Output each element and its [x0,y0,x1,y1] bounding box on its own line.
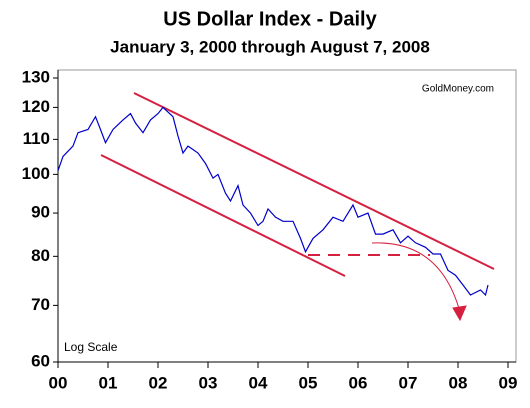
y-tick-label: 120 [22,97,50,116]
y-tick-label: 70 [31,295,50,314]
x-tick-label: 07 [399,373,418,392]
x-tick-label: 04 [249,373,268,392]
arrow-curve [371,242,461,313]
x-tick-label: 01 [99,373,118,392]
x-tick-label: 03 [199,373,218,392]
upper-trendline [133,92,495,270]
x-tick-label: 09 [499,373,518,392]
chart-subtitle: January 3, 2000 through August 7, 2008 [110,37,430,56]
y-tick-label: 60 [31,351,50,370]
chart-title: US Dollar Index - Daily [163,8,377,30]
x-tick-label: 08 [449,373,468,392]
source-label: GoldMoney.com [422,84,494,95]
y-tick-label: 110 [23,129,50,148]
x-tick-label: 00 [49,373,68,392]
y-tick-label: 80 [31,246,50,265]
y-tick-label: 90 [31,203,50,222]
scale-note: Log Scale [64,340,118,354]
y-tick-label: 130 [22,67,50,86]
arrow-head [452,305,467,322]
x-tick-label: 05 [299,373,318,392]
annotations [100,92,495,322]
y-tick-label: 100 [22,164,50,183]
x-tick-label: 02 [149,373,168,392]
lower-trendline [100,154,346,277]
price-line [57,106,489,297]
x-tick-label: 06 [349,373,368,392]
